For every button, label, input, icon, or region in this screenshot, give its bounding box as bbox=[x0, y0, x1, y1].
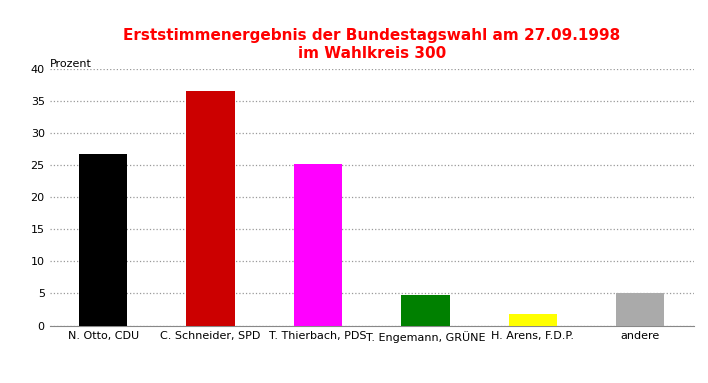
Bar bbox=[186, 92, 235, 326]
Bar bbox=[401, 295, 450, 326]
Text: Prozent: Prozent bbox=[50, 59, 91, 69]
Bar bbox=[294, 164, 342, 326]
Bar bbox=[508, 314, 557, 326]
Bar bbox=[79, 154, 127, 326]
Bar bbox=[616, 293, 664, 326]
Title: Erststimmenergebnis der Bundestagswahl am 27.09.1998
im Wahlkreis 300: Erststimmenergebnis der Bundestagswahl a… bbox=[123, 28, 620, 61]
